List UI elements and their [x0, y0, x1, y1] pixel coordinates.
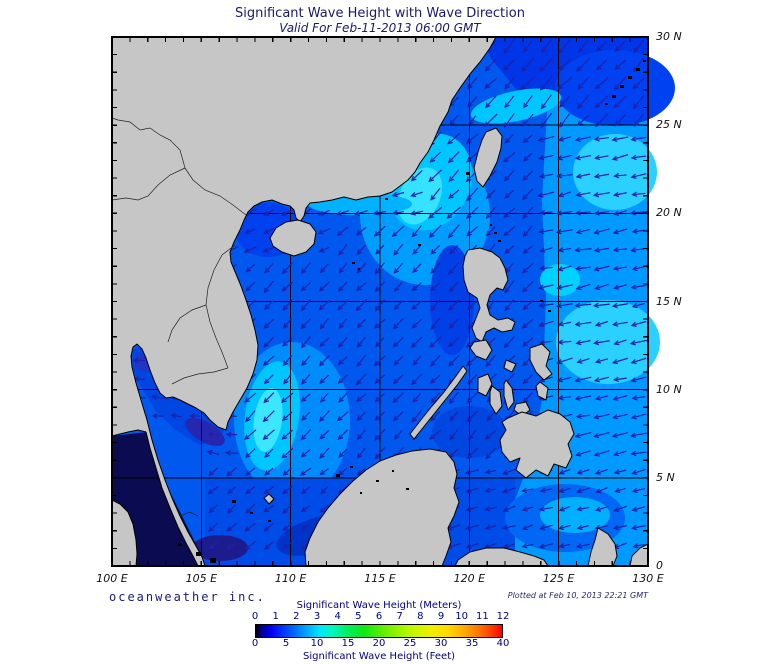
small-islands-layer	[178, 60, 646, 563]
landmass-samar	[529, 343, 553, 381]
landmass-masbate	[503, 359, 517, 373]
legend-title-feet: Significant Wave Height (Feet)	[302, 651, 456, 662]
meter-tick-label: 12	[496, 611, 510, 622]
meter-tick-label: 2	[293, 611, 300, 622]
legend-meter-scale: 0 1 2 3 4 5 6 7 8 9 10 11 12	[251, 611, 510, 624]
y-tick-label: 15 N	[656, 294, 682, 308]
meter-tick-label: 11	[475, 611, 489, 622]
feet-tick-label: 40	[496, 638, 510, 649]
landmass-mindoro	[469, 339, 493, 361]
feet-tick-label: 30	[434, 638, 448, 649]
x-tick-label: 105 E	[185, 572, 218, 585]
feet-tick-label: 25	[403, 638, 417, 649]
feet-tick-label: 0	[251, 638, 259, 649]
landmass-negros	[489, 385, 503, 415]
page-title: Significant Wave Height with Wave Direct…	[235, 6, 525, 21]
meter-tick-label: 8	[417, 611, 424, 622]
oceanweather-logo: oceanweather inc.	[109, 590, 266, 604]
x-tick-label: 130 E	[632, 572, 664, 585]
feet-tick-label: 5	[282, 638, 290, 649]
landmass-mainland-asia	[111, 36, 497, 567]
country-borders	[111, 117, 247, 517]
landmass-taiwan	[473, 127, 503, 188]
meter-tick-label: 10	[455, 611, 469, 622]
y-tick-label: 30 N	[656, 30, 682, 43]
meter-tick-label: 5	[355, 611, 362, 622]
x-tick-label: 120 E	[453, 572, 486, 585]
y-tick-label: 25 N	[656, 118, 682, 132]
plotted-timestamp: Plotted at Feb 10, 2013 22:21 GMT	[507, 591, 648, 600]
meter-tick-label: 4	[334, 611, 341, 622]
y-tick-label: 10 N	[656, 382, 682, 396]
meter-tick-label: 7	[396, 611, 403, 622]
legend-title-meters: Significant Wave Height (Meters)	[296, 600, 462, 611]
x-tick-label: 110 E	[274, 572, 307, 585]
y-tick-label: 20 N	[656, 206, 682, 220]
y-tick-label: 5 N	[656, 470, 675, 484]
landmass-palawan	[409, 365, 468, 440]
landmass-luzon	[462, 247, 516, 343]
x-tick-label: 115 E	[364, 572, 396, 585]
feet-tick-label: 15	[341, 638, 355, 649]
landmass-leyte	[535, 381, 549, 401]
colorbar	[255, 624, 503, 638]
x-tick-label: 125 E	[542, 572, 575, 585]
valid-time-subtitle: Valid For Feb-11-2013 06:00 GMT	[279, 21, 481, 35]
meter-tick-label: 9	[437, 611, 445, 622]
meter-tick-label: 6	[375, 611, 383, 622]
meter-tick-label: 3	[313, 611, 321, 622]
island-scs-speck	[263, 493, 275, 505]
map-frame	[110, 35, 650, 568]
meter-tick-label: 0	[251, 611, 259, 622]
feet-tick-label: 10	[310, 638, 324, 649]
landmass-mindanao	[499, 409, 575, 479]
x-tick-label: 100 E	[96, 572, 128, 585]
y-tick-label: 0	[656, 559, 663, 572]
landmass-borneo	[304, 448, 460, 567]
landmass-panay	[477, 373, 493, 397]
landmass-hainan	[269, 219, 317, 257]
landmass-cebu	[503, 379, 515, 411]
legend-feet-scale: 0 5 10 15 20 25 30 35 40	[251, 638, 510, 651]
feet-tick-label: 20	[372, 638, 386, 649]
land-layer	[111, 36, 649, 567]
meter-tick-label: 1	[272, 611, 279, 622]
feet-tick-label: 35	[465, 638, 479, 649]
